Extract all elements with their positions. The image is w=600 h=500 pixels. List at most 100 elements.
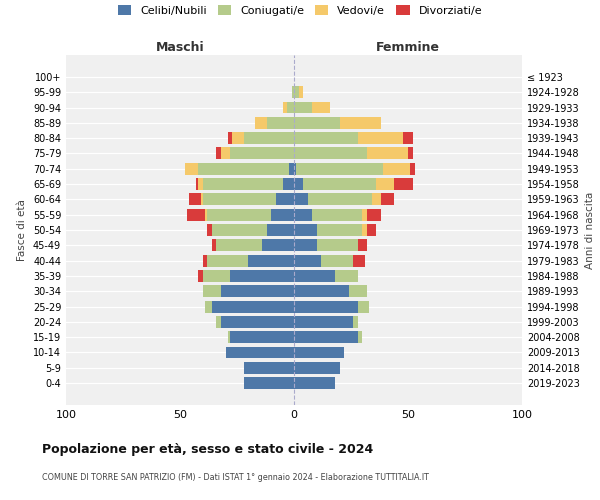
Bar xyxy=(340,117,380,129)
Bar xyxy=(410,163,415,174)
Bar xyxy=(358,132,403,144)
Bar xyxy=(317,224,362,236)
Bar xyxy=(266,224,294,236)
Y-axis label: Anni di nascita: Anni di nascita xyxy=(585,192,595,268)
Bar xyxy=(353,316,358,328)
Bar xyxy=(198,270,203,282)
Bar xyxy=(294,286,349,297)
Bar xyxy=(294,117,340,129)
Bar xyxy=(217,240,262,252)
Bar xyxy=(294,224,317,236)
Bar xyxy=(203,286,221,297)
Bar xyxy=(380,194,394,205)
Bar xyxy=(367,224,376,236)
Bar xyxy=(200,194,203,205)
Bar xyxy=(294,240,317,252)
Bar xyxy=(203,254,208,266)
Bar xyxy=(208,254,248,266)
Bar xyxy=(294,178,303,190)
Bar xyxy=(296,163,383,174)
Bar xyxy=(362,208,367,220)
Bar xyxy=(294,86,299,98)
Bar xyxy=(189,194,200,205)
Bar xyxy=(212,300,294,312)
Bar xyxy=(349,286,367,297)
Bar xyxy=(198,178,203,190)
Bar xyxy=(244,132,294,144)
Bar xyxy=(335,270,358,282)
Bar xyxy=(294,362,340,374)
Bar xyxy=(287,102,294,114)
Bar xyxy=(283,102,287,114)
Bar xyxy=(358,331,362,343)
Bar xyxy=(276,194,294,205)
Bar xyxy=(371,194,380,205)
Bar xyxy=(394,178,413,190)
Bar xyxy=(226,346,294,358)
Bar xyxy=(362,224,367,236)
Bar xyxy=(266,117,294,129)
Bar xyxy=(221,286,294,297)
Bar xyxy=(294,331,358,343)
Bar xyxy=(212,224,266,236)
Legend: Celibi/Nubili, Coniugati/e, Vedovi/e, Divorziati/e: Celibi/Nubili, Coniugati/e, Vedovi/e, Di… xyxy=(113,0,487,20)
Bar xyxy=(383,163,410,174)
Bar xyxy=(294,316,353,328)
Bar xyxy=(203,270,230,282)
Bar xyxy=(299,86,303,98)
Bar xyxy=(289,163,294,174)
Bar xyxy=(230,270,294,282)
Bar xyxy=(294,346,344,358)
Bar xyxy=(221,316,294,328)
Bar xyxy=(294,194,308,205)
Bar xyxy=(312,102,331,114)
Bar xyxy=(358,240,367,252)
Text: COMUNE DI TORRE SAN PATRIZIO (FM) - Dati ISTAT 1° gennaio 2024 - Elaborazione TU: COMUNE DI TORRE SAN PATRIZIO (FM) - Dati… xyxy=(42,472,429,482)
Bar xyxy=(292,86,294,98)
Bar xyxy=(271,208,294,220)
Bar xyxy=(205,208,208,220)
Text: Femmine: Femmine xyxy=(376,41,440,54)
Bar xyxy=(408,148,413,160)
Bar xyxy=(208,208,271,220)
Bar xyxy=(255,117,266,129)
Text: Popolazione per età, sesso e stato civile - 2024: Popolazione per età, sesso e stato civil… xyxy=(42,442,373,456)
Bar xyxy=(294,148,367,160)
Bar xyxy=(294,300,358,312)
Bar xyxy=(294,270,335,282)
Bar xyxy=(187,208,205,220)
Bar xyxy=(308,194,371,205)
Bar xyxy=(221,148,230,160)
Y-axis label: Fasce di età: Fasce di età xyxy=(17,199,27,261)
Bar xyxy=(367,148,408,160)
Bar xyxy=(294,163,296,174)
Bar xyxy=(262,240,294,252)
Bar xyxy=(217,148,221,160)
Bar xyxy=(208,224,212,236)
Bar xyxy=(230,148,294,160)
Bar xyxy=(232,132,244,144)
Bar xyxy=(244,362,294,374)
Bar xyxy=(294,102,312,114)
Bar xyxy=(212,240,217,252)
Bar xyxy=(228,132,232,144)
Bar xyxy=(303,178,376,190)
Bar xyxy=(367,208,380,220)
Bar xyxy=(244,377,294,389)
Bar xyxy=(353,254,365,266)
Bar xyxy=(312,208,362,220)
Bar xyxy=(403,132,413,144)
Bar xyxy=(283,178,294,190)
Bar xyxy=(203,194,276,205)
Bar xyxy=(203,178,283,190)
Bar xyxy=(217,316,221,328)
Bar xyxy=(185,163,198,174)
Text: Maschi: Maschi xyxy=(155,41,205,54)
Bar xyxy=(205,300,212,312)
Bar xyxy=(358,300,369,312)
Bar xyxy=(317,240,358,252)
Bar xyxy=(198,163,289,174)
Bar xyxy=(294,208,312,220)
Bar xyxy=(230,331,294,343)
Bar xyxy=(248,254,294,266)
